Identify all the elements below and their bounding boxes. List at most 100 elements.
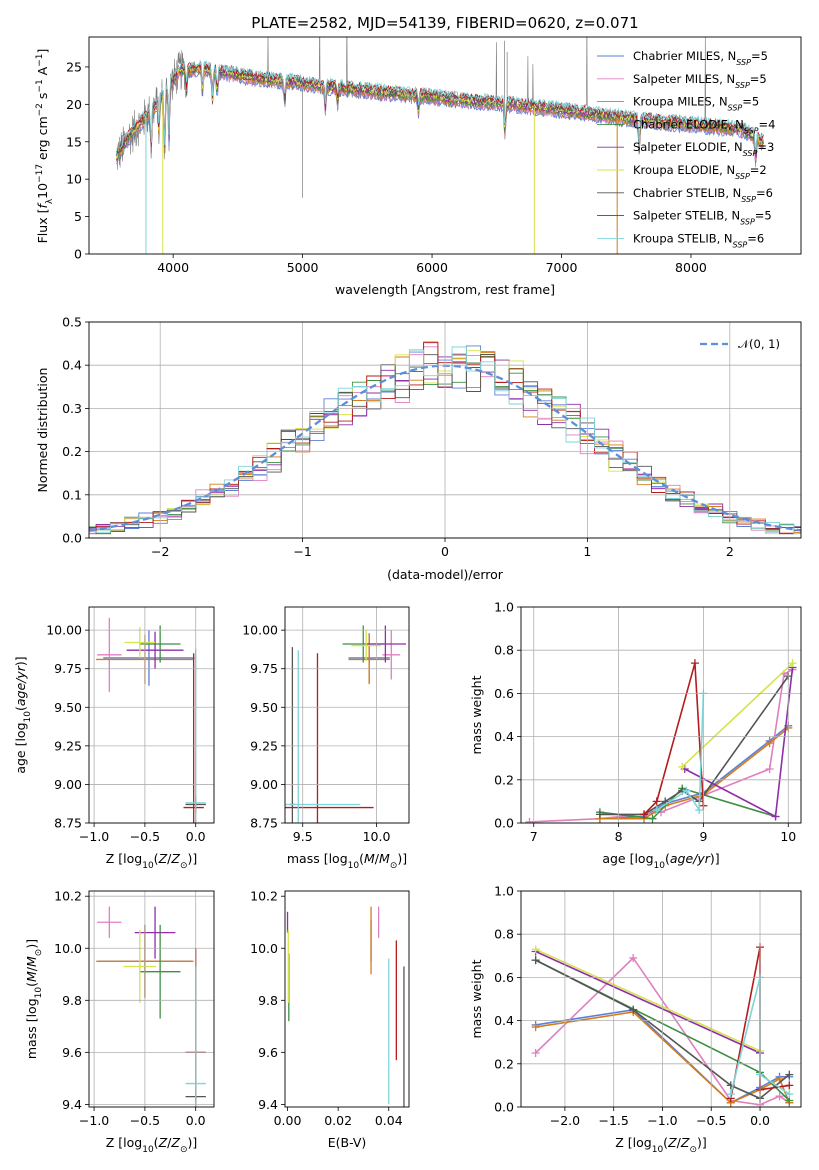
weight-marker xyxy=(678,762,687,771)
error-bar-point-5 xyxy=(134,906,176,959)
y-axis-label: mass weight xyxy=(469,959,484,1038)
y-tick-label: 0.6 xyxy=(494,686,514,701)
y-tick-label: 9.6 xyxy=(258,1045,278,1060)
axes-frame xyxy=(520,606,802,824)
error-bar-point-8 xyxy=(183,653,204,823)
x-tick-label: 1 xyxy=(583,544,591,559)
x-axis-label: Z [log10(Z/Z⊙)] xyxy=(106,1135,198,1155)
weight-series-7 xyxy=(531,956,794,1103)
panel-5: 7 8 9 10 0.0 0.2 0.4 0.6 0.8 1.0 age [log10(age/yr… xyxy=(469,600,802,871)
weight-marker xyxy=(690,659,699,668)
y-tick-label: 20 xyxy=(66,97,82,112)
panel-3: −1.0 −0.5 0.0 8.75 9.00 9.25 9.50 9.75 10.00 Z [l… xyxy=(13,606,215,871)
y-tick-label: 0.4 xyxy=(62,358,82,373)
panel-4: 9.5 10.0 8.75 9.00 9.25 9.50 9.75 10.00 mass [lo… xyxy=(242,606,410,871)
y-tick-label: 9.50 xyxy=(250,700,278,715)
y-tick-label: 0.0 xyxy=(62,531,82,546)
y-axis-label: mass weight xyxy=(469,675,484,754)
x-tick-label: −0.5 xyxy=(130,829,160,844)
legend-label: Chabrier STELIB, NSSP=6 xyxy=(633,186,773,204)
weight-marker xyxy=(765,765,774,773)
legend-label: Salpeter ELODIE, NSSP=3 xyxy=(633,140,774,158)
x-tick-label: −1 xyxy=(293,544,311,559)
plot-area xyxy=(96,617,206,823)
x-tick-label: 5000 xyxy=(287,260,319,275)
weight-line xyxy=(535,948,761,1052)
weight-series-2 xyxy=(525,665,797,823)
x-tick-label: 0.00 xyxy=(274,1113,302,1128)
weight-marker xyxy=(595,810,604,819)
y-tick-label: 0.8 xyxy=(494,927,514,942)
weight-marker xyxy=(695,806,704,815)
axes-frame xyxy=(520,890,802,1108)
legend-label: Kroupa ELODIE, NSSP=2 xyxy=(633,163,767,181)
weight-line xyxy=(656,693,705,813)
plot-area xyxy=(115,37,764,254)
plot-area xyxy=(96,906,206,1107)
weight-marker xyxy=(765,739,774,748)
weight-marker xyxy=(525,817,534,823)
axes-frame xyxy=(284,890,410,1108)
panel-2: −2 −1 0 1 2 0.0 0.1 0.2 0.3 0.4 0.5 (data-model)/er… xyxy=(35,315,802,582)
x-axis-label: Z [log10(Z/Z⊙)] xyxy=(615,1135,707,1155)
y-tick-label: 10 xyxy=(66,172,82,187)
y-tick-label: 8.75 xyxy=(250,816,278,831)
axes-frame xyxy=(88,890,215,1108)
legend-label: Kroupa STELIB, NSSP=6 xyxy=(633,231,764,249)
x-axis-label: Z [log10(Z/Z⊙)] xyxy=(106,851,198,871)
x-tick-label: 0.0 xyxy=(750,1113,770,1128)
chart-title: PLATE=2582, MJD=54139, FIBERID=0620, z=0… xyxy=(251,14,638,32)
weight-marker xyxy=(785,1090,794,1099)
y-tick-label: 9.4 xyxy=(62,1097,82,1112)
y-tick-label: 9.75 xyxy=(54,661,82,676)
error-bar-point-2 xyxy=(97,617,122,692)
x-tick-label: −2 xyxy=(151,544,169,559)
x-tick-label: 0.0 xyxy=(186,829,206,844)
x-tick-label: 8 xyxy=(615,829,623,844)
y-tick-label: 0.2 xyxy=(494,772,514,787)
x-tick-label: −1.5 xyxy=(599,1113,629,1128)
x-tick-label: 0.0 xyxy=(186,1113,206,1128)
error-bar-point-1 xyxy=(103,630,195,686)
y-tick-label: 9.25 xyxy=(250,738,278,753)
axes-frame xyxy=(88,606,215,824)
model-line-8 xyxy=(115,62,764,155)
y-tick-label: 0.0 xyxy=(494,816,514,831)
x-tick-label: 8000 xyxy=(675,260,707,275)
weight-marker xyxy=(629,953,638,962)
x-tick-label: 7000 xyxy=(546,260,578,275)
y-tick-label: 8.75 xyxy=(54,816,82,831)
y-tick-label: 0.4 xyxy=(494,1013,514,1028)
legend-label: 𝒩(0, 1) xyxy=(738,337,780,351)
axes-frame xyxy=(88,36,802,255)
weight-marker xyxy=(682,786,691,795)
error-bar-point-2 xyxy=(97,906,122,938)
y-tick-label: 9.00 xyxy=(54,777,82,792)
y-tick-label: 10.0 xyxy=(54,941,82,956)
weight-marker xyxy=(531,1023,540,1032)
legend: Chabrier MILES, NSSP=5 Salpeter MILES, NS… xyxy=(597,49,775,249)
y-axis-label: Flux [fλ10−17 erg cm−2 s−1 A−1] xyxy=(35,49,55,244)
y-tick-label: 0.2 xyxy=(62,444,82,459)
x-tick-label: −1.0 xyxy=(79,1113,109,1128)
y-tick-label: 0 xyxy=(74,247,82,262)
weight-series-5 xyxy=(680,663,797,821)
y-tick-label: 9.25 xyxy=(54,738,82,753)
y-tick-label: 9.00 xyxy=(250,777,278,792)
weight-marker xyxy=(775,1092,784,1101)
error-bar-point-6 xyxy=(124,627,156,658)
weight-marker xyxy=(788,659,797,668)
panel-1: 4000 5000 6000 7000 8000 0 5 10 15 20 25 PLATE=2582… xyxy=(35,14,802,297)
weight-marker xyxy=(531,1049,540,1057)
weight-line xyxy=(599,675,789,816)
x-tick-label: 2 xyxy=(726,544,734,559)
y-tick-label: 0.0 xyxy=(494,1100,514,1115)
x-tick-label: 4000 xyxy=(157,260,189,275)
weight-marker xyxy=(629,1005,638,1014)
error-bar-point-3 xyxy=(348,634,390,685)
panel-7: 0.00 0.02 0.04 9.4 9.6 9.8 10.0 10.2 E(B-V) xyxy=(250,889,410,1150)
y-tick-label: 0.4 xyxy=(494,729,514,744)
weight-marker xyxy=(771,812,780,821)
x-tick-label: 7 xyxy=(530,829,538,844)
